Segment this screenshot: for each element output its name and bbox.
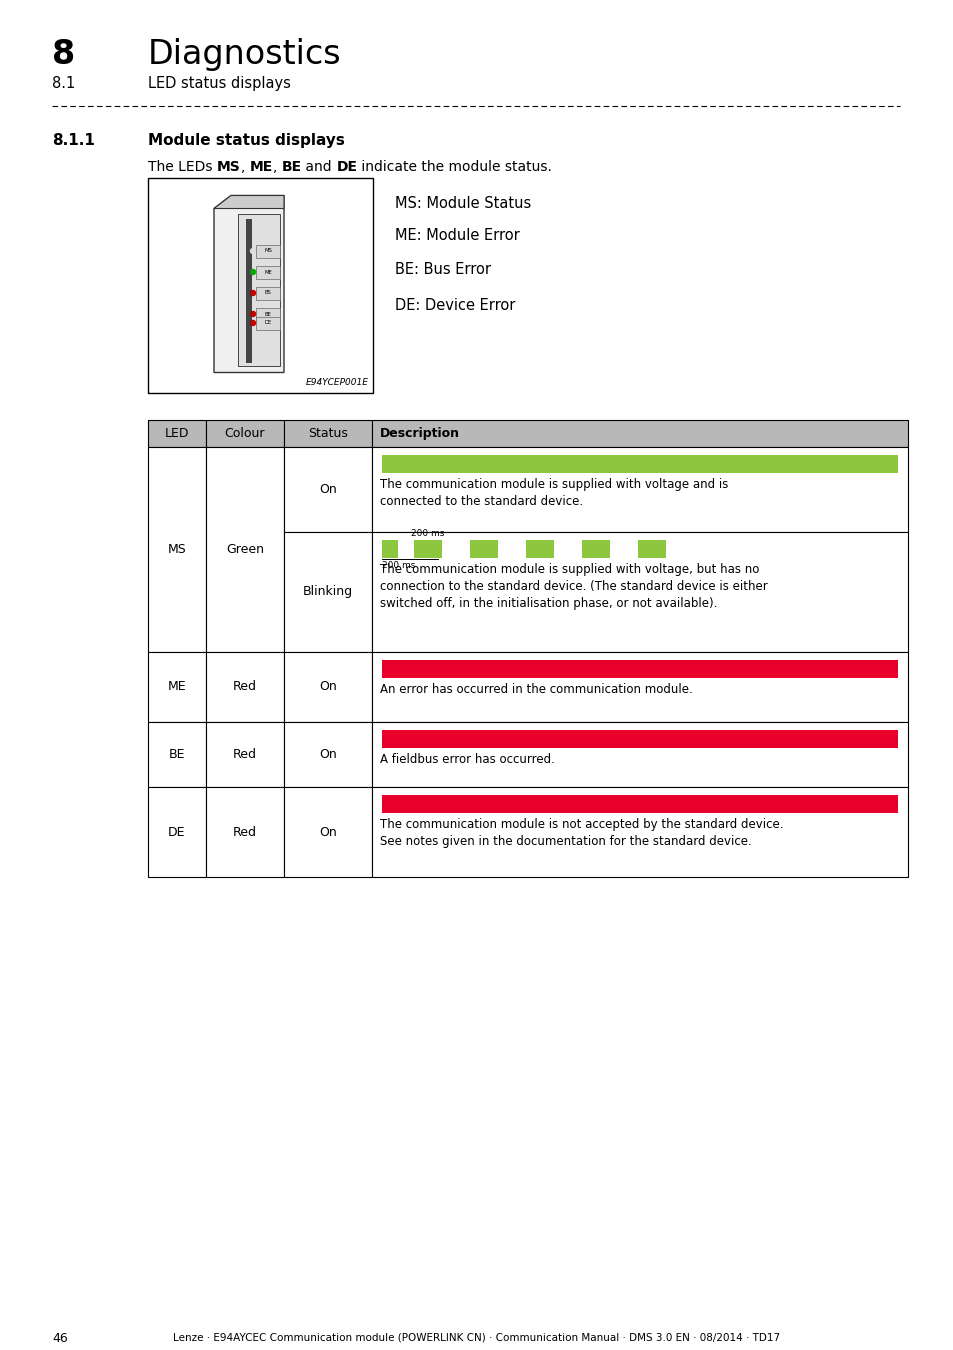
Bar [525,540,554,558]
Bar [284,722,372,787]
Text: BE: BE [281,161,301,174]
Bar [284,787,372,878]
Bar [148,447,206,652]
Bar [148,652,206,722]
Circle shape [251,320,255,325]
Bar [206,652,284,722]
Text: E94YCEP001E: E94YCEP001E [306,378,369,387]
Circle shape [251,248,255,254]
Bar [148,178,373,393]
Bar [255,286,280,300]
Bar [206,447,284,652]
Text: DE: DE [168,825,186,838]
Text: DE: DE [264,320,272,325]
Bar [381,455,897,472]
Text: On: On [319,483,336,495]
Bar [255,266,280,278]
Text: On: On [319,825,336,838]
Text: Colour: Colour [225,427,265,440]
Bar [372,652,907,722]
Bar [381,660,897,678]
Text: DE: Device Error: DE: Device Error [395,298,515,313]
Text: Green: Green [226,543,264,556]
Text: MS: MS [264,248,272,254]
Polygon shape [213,196,284,208]
Text: ME: ME [168,680,186,694]
Text: ,: , [273,161,281,174]
Text: On: On [319,680,336,694]
Bar [470,540,497,558]
Bar [284,447,372,532]
Bar [581,540,609,558]
Text: ME: ME [249,161,273,174]
Text: On: On [319,748,336,761]
Bar [372,787,907,878]
Text: Red: Red [233,680,256,694]
Bar [206,722,284,787]
Text: The communication module is supplied with voltage and is
connected to the standa: The communication module is supplied wit… [379,478,727,508]
Bar [148,420,206,447]
Text: BE: Bus Error: BE: Bus Error [395,262,491,277]
Bar [381,795,897,813]
Bar [638,540,665,558]
Text: Lenze · E94AYCEC Communication module (POWERLINK CN) · Communication Manual · DM: Lenze · E94AYCEC Communication module (P… [173,1332,780,1342]
Text: MS: Module Status: MS: Module Status [395,196,531,211]
Text: Red: Red [233,748,256,761]
Text: Red: Red [233,825,256,838]
Text: A fieldbus error has occurred.: A fieldbus error has occurred. [379,753,555,765]
Bar [284,532,372,652]
Text: and: and [301,161,336,174]
Bar [255,308,280,320]
Text: Status: Status [308,427,348,440]
Bar [284,652,372,722]
Text: Module status displays: Module status displays [148,134,345,148]
Bar [255,244,280,258]
Bar [381,540,397,558]
Bar [255,316,280,329]
Polygon shape [213,196,284,373]
Text: ME: Module Error: ME: Module Error [395,228,519,243]
Text: ,: , [240,161,249,174]
Text: MS: MS [216,161,240,174]
Text: ME: ME [264,270,272,274]
Bar [372,420,907,447]
Bar [148,787,206,878]
Bar [206,420,284,447]
Text: Description: Description [379,427,459,440]
Bar [246,219,252,363]
Text: An error has occurred in the communication module.: An error has occurred in the communicati… [379,683,692,697]
Circle shape [251,290,255,296]
Text: LED status displays: LED status displays [148,76,291,90]
Text: 200 ms: 200 ms [411,529,444,539]
Text: Blinking: Blinking [303,586,353,598]
Text: 46: 46 [52,1332,68,1345]
Text: 200 ms: 200 ms [381,562,415,570]
Text: BS: BS [264,290,272,296]
Bar [284,420,372,447]
Text: Diagnostics: Diagnostics [148,38,341,72]
Text: DE: DE [336,161,357,174]
Bar [148,722,206,787]
Circle shape [251,270,255,274]
Text: The LEDs: The LEDs [148,161,216,174]
Text: The communication module is supplied with voltage, but has no
connection to the : The communication module is supplied wit… [379,563,767,610]
Text: MS: MS [168,543,186,556]
Bar [372,447,907,532]
Bar [372,722,907,787]
Text: 8.1: 8.1 [52,76,75,90]
Text: indicate the module status.: indicate the module status. [357,161,552,174]
Text: BE: BE [264,312,272,316]
Text: The communication module is not accepted by the standard device.
See notes given: The communication module is not accepted… [379,818,782,848]
Bar [237,213,280,366]
Text: LED: LED [165,427,189,440]
Bar [372,532,907,652]
Text: 8.1.1: 8.1.1 [52,134,94,148]
Bar [206,787,284,878]
Circle shape [251,312,255,316]
Bar [381,730,897,748]
Text: 8: 8 [52,38,75,72]
Text: BE: BE [169,748,185,761]
Bar [414,540,441,558]
